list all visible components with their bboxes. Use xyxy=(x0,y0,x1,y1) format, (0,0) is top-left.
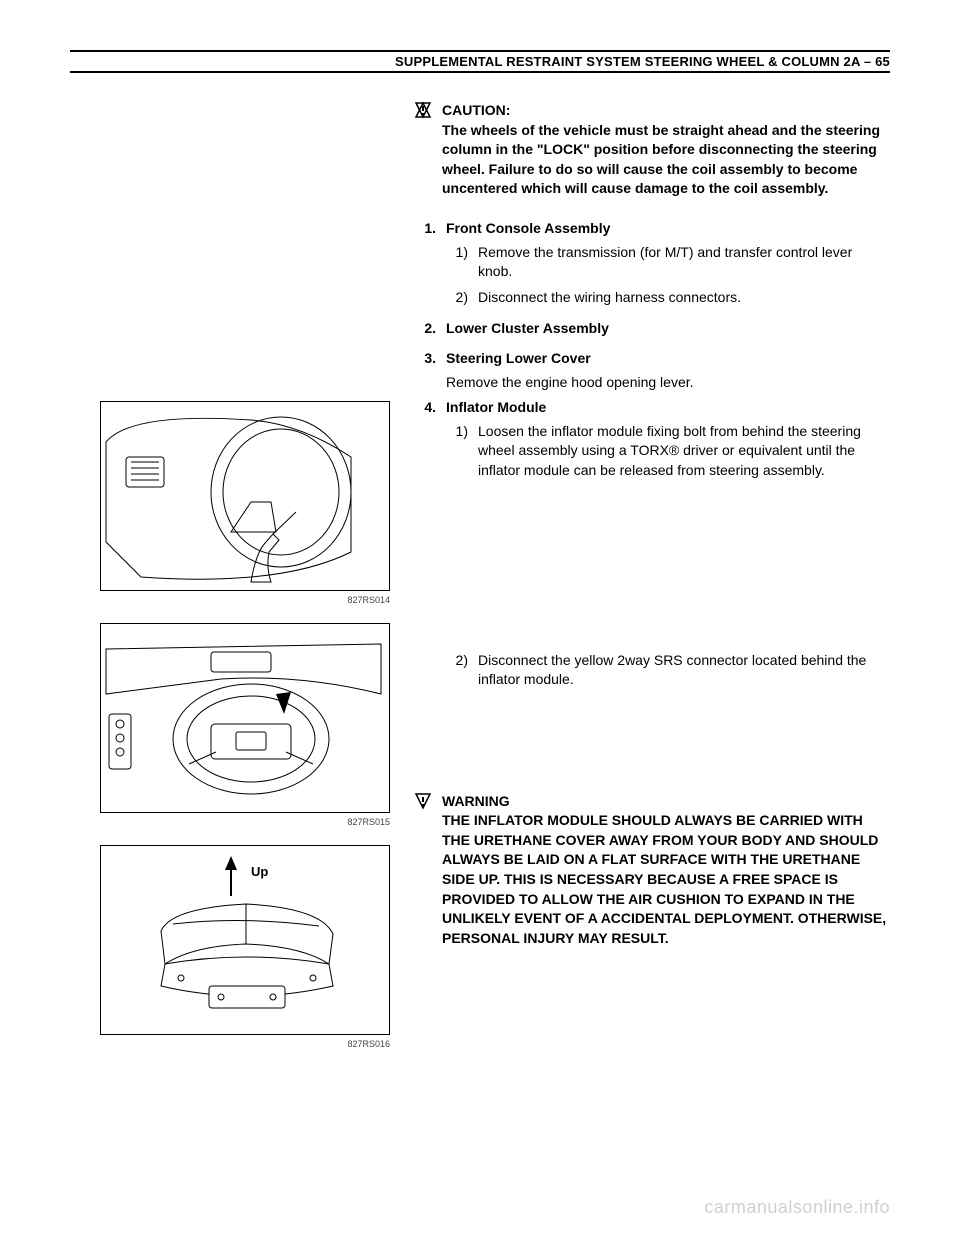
step-4-sublist: 1) Loosen the inflator module fixing bol… xyxy=(446,422,890,481)
content-area: 827RS014 xyxy=(70,101,890,1067)
page-header-title: SUPPLEMENTAL RESTRAINT SYSTEM STEERING W… xyxy=(395,54,890,69)
inflator-module-illustration xyxy=(101,846,391,1036)
figure-1 xyxy=(100,401,390,591)
step-1-title: Front Console Assembly xyxy=(446,219,890,239)
figure-3: Up xyxy=(100,845,390,1035)
figure-1-wrap: 827RS014 xyxy=(100,401,390,605)
step-3-title: Steering Lower Cover xyxy=(446,349,890,369)
page: SUPPLEMENTAL RESTRAINT SYSTEM STEERING W… xyxy=(0,0,960,1242)
header-row: SUPPLEMENTAL RESTRAINT SYSTEM STEERING W… xyxy=(70,54,890,73)
steps-list: 1. Front Console Assembly 1) Remove the … xyxy=(414,219,890,696)
step-4-title: Inflator Module xyxy=(446,398,890,418)
step-2-num: 2. xyxy=(414,319,436,343)
caution-title: CAUTION: xyxy=(442,101,890,121)
step-1b: 2) Disconnect the wiring harness connect… xyxy=(446,288,890,308)
spacer-2 xyxy=(414,702,890,792)
warning-icon xyxy=(414,792,432,949)
figure-3-wrap: Up xyxy=(100,845,390,1049)
step-1-num: 1. xyxy=(414,219,436,313)
step-3-num: 3. xyxy=(414,349,436,392)
step-4: 4. Inflator Module 1) Loosen the inflato… xyxy=(414,398,890,696)
step-4a-text: Loosen the inflator module fixing bolt f… xyxy=(478,422,890,481)
step-4b-text: Disconnect the yellow 2way SRS connector… xyxy=(478,651,890,690)
caution-text: The wheels of the vehicle must be straig… xyxy=(442,121,890,199)
up-label: Up xyxy=(251,864,268,879)
step-1a-num: 1) xyxy=(446,243,468,282)
caution-block: CAUTION: The wheels of the vehicle must … xyxy=(414,101,890,199)
warning-title: WARNING xyxy=(442,792,890,812)
step-4b: 2) Disconnect the yellow 2way SRS connec… xyxy=(446,651,890,690)
figure-2-id: 827RS015 xyxy=(100,817,390,827)
warning-body: WARNING THE INFLATOR MODULE SHOULD ALWAY… xyxy=(442,792,890,949)
step-1a-text: Remove the transmission (for M/T) and tr… xyxy=(478,243,890,282)
step-4b-num: 2) xyxy=(446,651,468,690)
step-1b-num: 2) xyxy=(446,288,468,308)
step-4-sublist-2: 2) Disconnect the yellow 2way SRS connec… xyxy=(446,651,890,690)
step-1a: 1) Remove the transmission (for M/T) and… xyxy=(446,243,890,282)
step-1-sublist: 1) Remove the transmission (for M/T) and… xyxy=(446,243,890,308)
figure-3-id: 827RS016 xyxy=(100,1039,390,1049)
step-1: 1. Front Console Assembly 1) Remove the … xyxy=(414,219,890,313)
figure-2-wrap: 827RS015 xyxy=(100,623,390,827)
caution-icon xyxy=(414,101,432,199)
figure-column: 827RS014 xyxy=(70,101,390,1067)
step-1b-text: Disconnect the wiring harness connectors… xyxy=(478,288,741,308)
step-3: 3. Steering Lower Cover Remove the engin… xyxy=(414,349,890,392)
step-4a-num: 1) xyxy=(446,422,468,481)
step-2-title: Lower Cluster Assembly xyxy=(446,319,890,339)
step-4a: 1) Loosen the inflator module fixing bol… xyxy=(446,422,890,481)
figure-1-id: 827RS014 xyxy=(100,595,390,605)
warning-text: THE INFLATOR MODULE SHOULD ALWAYS BE CAR… xyxy=(442,811,890,948)
step-3-text: Remove the engine hood opening lever. xyxy=(446,373,890,393)
figure-2 xyxy=(100,623,390,813)
watermark: carmanualsonline.info xyxy=(704,1197,890,1218)
header-rule-top xyxy=(70,50,890,52)
text-column: CAUTION: The wheels of the vehicle must … xyxy=(414,101,890,1067)
caution-body: CAUTION: The wheels of the vehicle must … xyxy=(442,101,890,199)
srs-connector-illustration xyxy=(101,624,391,814)
step-2: 2. Lower Cluster Assembly xyxy=(414,319,890,343)
spacer-1 xyxy=(446,487,890,647)
step-4-num: 4. xyxy=(414,398,436,696)
steering-torx-illustration xyxy=(101,402,391,592)
warning-block: WARNING THE INFLATOR MODULE SHOULD ALWAY… xyxy=(414,792,890,949)
